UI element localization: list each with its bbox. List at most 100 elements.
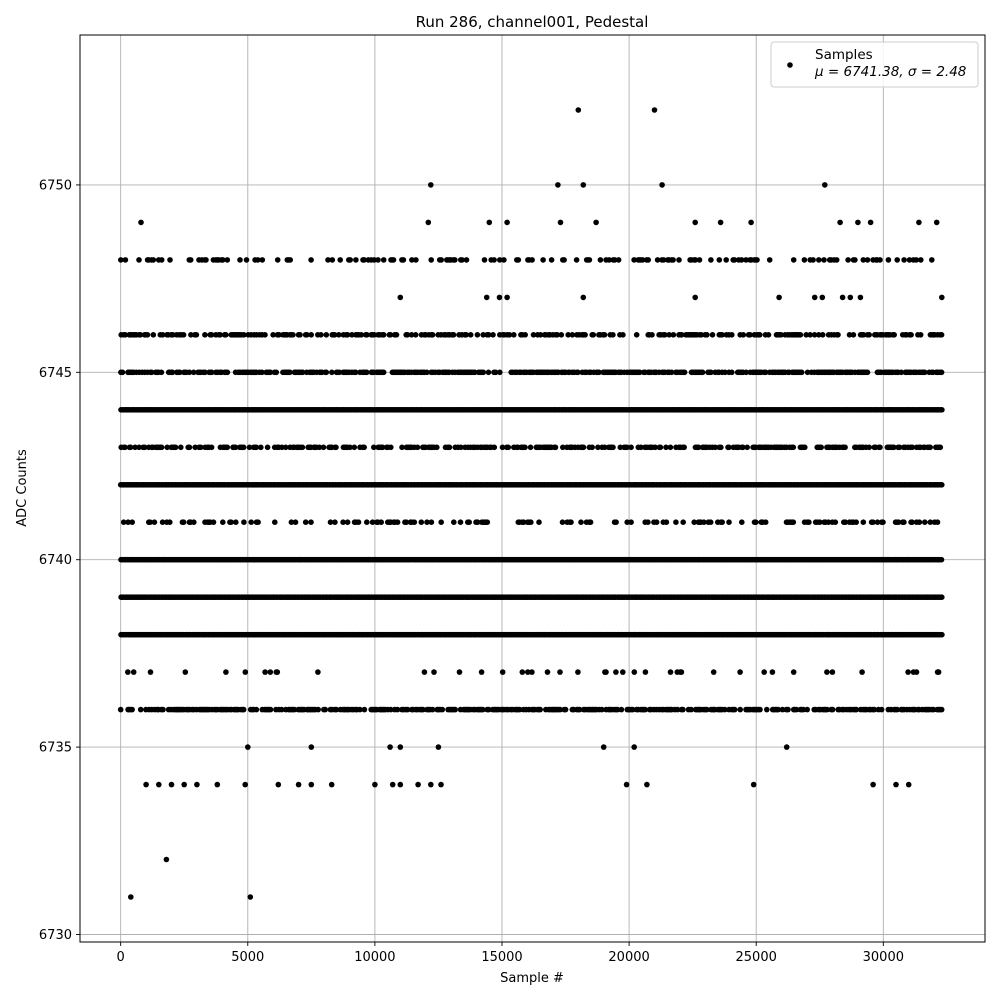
data-point <box>918 257 924 263</box>
data-point <box>908 332 914 338</box>
data-point <box>352 369 359 376</box>
data-point <box>210 519 217 525</box>
data-point <box>569 332 576 338</box>
data-point <box>765 332 772 338</box>
data-point <box>615 257 622 263</box>
data-point <box>527 444 534 451</box>
data-point <box>438 257 445 263</box>
data-point <box>390 257 397 263</box>
data-point <box>177 369 183 376</box>
data-point <box>164 444 170 451</box>
data-point <box>860 332 867 338</box>
data-point <box>939 407 945 413</box>
data-point <box>136 257 142 263</box>
data-point <box>855 219 861 226</box>
data-point <box>194 781 200 788</box>
data-point <box>125 669 131 675</box>
data-point <box>228 519 234 525</box>
data-point <box>580 444 587 451</box>
y-tick-label: 6740 <box>39 553 72 568</box>
data-point <box>600 744 607 750</box>
data-point <box>217 332 223 338</box>
data-point <box>560 444 566 451</box>
legend-marker <box>787 62 793 68</box>
data-point <box>186 444 193 451</box>
data-point <box>240 444 247 451</box>
data-point <box>394 706 401 713</box>
x-axis-title: Sample # <box>500 971 564 986</box>
data-point <box>519 669 526 675</box>
data-point <box>893 781 899 788</box>
x-tick-label: 30000 <box>863 950 904 965</box>
data-point <box>927 444 933 451</box>
data-point <box>528 519 534 525</box>
ticks-layer: 0 5000 10000 15000 20000 25000 300006730673567… <box>39 178 904 965</box>
data-point <box>939 631 945 638</box>
data-point <box>754 257 760 263</box>
data-point <box>499 444 506 451</box>
data-point <box>593 219 599 226</box>
data-point <box>913 257 919 263</box>
data-point <box>241 519 247 525</box>
data-point <box>172 444 179 451</box>
data-point <box>483 294 490 301</box>
data-point <box>901 257 907 263</box>
data-point <box>793 706 800 713</box>
data-point <box>859 669 865 675</box>
data-point <box>662 332 668 338</box>
data-point <box>439 706 446 713</box>
data-point <box>122 444 128 451</box>
data-point <box>262 669 268 675</box>
data-point <box>909 519 915 525</box>
data-point <box>308 781 315 788</box>
data-point <box>586 257 593 263</box>
data-point <box>846 332 853 338</box>
data-point <box>847 294 854 301</box>
data-point <box>267 706 274 713</box>
data-point <box>452 257 458 263</box>
data-point <box>673 519 679 525</box>
data-point <box>649 332 655 338</box>
x-tick-label: 0 <box>117 950 125 965</box>
data-point <box>490 332 496 338</box>
data-point <box>525 669 531 675</box>
data-point <box>224 369 231 376</box>
data-point <box>233 519 239 525</box>
data-point <box>552 444 559 451</box>
data-point <box>220 519 226 525</box>
data-point <box>674 706 681 713</box>
x-tick-label: 25000 <box>736 950 777 965</box>
data-point <box>906 257 913 263</box>
data-point <box>246 444 253 451</box>
data-point <box>557 219 564 226</box>
data-point <box>412 332 419 338</box>
data-point <box>866 332 872 338</box>
data-point <box>558 332 565 338</box>
data-point <box>332 519 338 525</box>
data-point <box>708 257 714 263</box>
data-point <box>237 257 243 263</box>
data-point <box>223 669 229 675</box>
data-point <box>394 519 401 525</box>
data-point <box>642 669 649 675</box>
data-point <box>681 444 687 451</box>
data-point <box>917 332 924 338</box>
data-point <box>188 332 194 338</box>
data-point <box>939 594 945 600</box>
data-point <box>242 669 249 675</box>
data-point <box>315 706 322 713</box>
data-point <box>785 706 791 713</box>
data-point <box>344 332 351 338</box>
data-point <box>652 444 658 451</box>
data-point <box>766 257 773 263</box>
data-point <box>575 669 581 675</box>
data-point <box>631 257 637 263</box>
data-point <box>762 369 769 376</box>
data-point <box>565 332 571 338</box>
data-point <box>602 444 608 451</box>
data-point <box>562 706 569 713</box>
data-point <box>905 781 912 788</box>
data-point <box>329 257 336 263</box>
data-point <box>380 257 387 263</box>
